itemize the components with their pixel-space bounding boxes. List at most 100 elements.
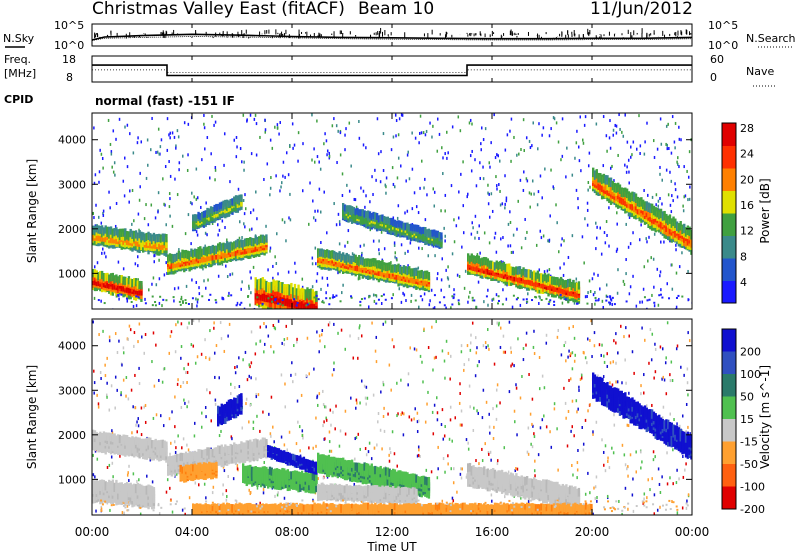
scatter-cell (405, 299, 407, 303)
scatter-cell (232, 477, 235, 481)
scatter-cell (114, 375, 117, 379)
scatter-cell (590, 319, 592, 323)
scatter-cell (687, 198, 689, 202)
heatmap-cell (108, 226, 111, 236)
scatter-cell (191, 202, 193, 206)
scatter-cell (411, 131, 413, 135)
scatter-cell (606, 352, 608, 356)
scatter-cell (284, 175, 286, 179)
scatter-cell (523, 170, 525, 174)
heatmap-cell (249, 237, 252, 246)
scatter-cell (338, 242, 341, 246)
heatmap-cell (142, 232, 145, 241)
ground-scatter-cell (230, 294, 233, 297)
scatter-cell (683, 165, 685, 169)
scatter-cell (360, 334, 363, 338)
ground-scatter-cell (191, 297, 194, 300)
scatter-cell (302, 142, 304, 146)
heatmap-cell (658, 209, 661, 220)
scatter-cell (490, 493, 493, 497)
scatter-cell (470, 232, 473, 236)
heatmap-cell (181, 249, 184, 258)
scatter-cell (557, 328, 560, 332)
heatmap-cell (218, 246, 222, 255)
scatter-cell (290, 373, 292, 377)
scatter-cell (469, 118, 472, 122)
scatter-cell (373, 299, 376, 303)
scatter-cell (180, 295, 183, 299)
scatter-cell (595, 221, 597, 225)
scatter-cell (681, 506, 684, 510)
scatter-cell (355, 398, 358, 402)
heatmap-cell (145, 232, 148, 242)
scatter-cell (184, 232, 187, 236)
scatter-cell (496, 153, 498, 157)
heatmap-cell (409, 268, 413, 277)
scatter-cell (440, 209, 442, 213)
ground-scatter-cell (154, 304, 157, 307)
scatter-cell (326, 153, 328, 157)
scatter-cell (661, 202, 663, 206)
heatmap-cell (242, 240, 245, 249)
scatter-cell (647, 259, 649, 263)
scatter-cell (272, 264, 274, 268)
scatter-cell (364, 447, 367, 451)
scatter-cell (490, 192, 493, 196)
scatter-cell (363, 243, 365, 247)
heatmap-cell (688, 226, 691, 237)
scatter-cell (683, 373, 685, 377)
scatter-cell (410, 299, 412, 303)
scatter-cell (269, 186, 272, 190)
scatter-cell (540, 236, 543, 240)
heatmap-cell (411, 224, 415, 232)
scatter-cell (427, 346, 430, 350)
heatmap-cell (558, 278, 561, 287)
scatter-cell (657, 204, 659, 208)
scatter-cell (569, 377, 572, 381)
scatter-cell (196, 304, 198, 308)
scatter-cell (669, 203, 672, 207)
heatmap-cell (190, 248, 193, 257)
scatter-cell (214, 178, 216, 182)
scatter-cell (313, 147, 315, 151)
scatter-cell (186, 326, 189, 330)
scatter-cell (203, 126, 206, 130)
scatter-cell (365, 385, 368, 389)
scatter-cell (444, 424, 446, 428)
heatmap-cell (367, 258, 370, 267)
scatter-cell (102, 213, 105, 217)
scatter-cell (676, 344, 679, 348)
scatter-cell (584, 492, 587, 496)
scatter-cell (284, 405, 287, 409)
scatter-cell (236, 464, 239, 468)
scatter-cell (246, 119, 248, 123)
noise-right-label: N.Search (746, 32, 796, 45)
scatter-cell (335, 223, 338, 227)
heatmap-cell (240, 194, 243, 202)
heatmap-cell (200, 260, 204, 269)
scatter-cell (118, 297, 120, 301)
scatter-cell (686, 499, 688, 503)
scatter-cell (579, 377, 582, 381)
scatter-cell (401, 411, 404, 415)
heatmap-cell (220, 243, 223, 252)
scatter-cell (314, 246, 317, 250)
scatter-cell (653, 232, 656, 236)
heatmap-cell (100, 270, 104, 280)
scatter-cell (115, 137, 117, 141)
scatter-cell (446, 130, 448, 134)
scatter-cell (416, 454, 419, 458)
scatter-cell (265, 325, 267, 329)
scatter-cell (519, 303, 522, 307)
heatmap-cell (668, 219, 672, 229)
heatmap-cell (143, 233, 147, 242)
scatter-cell (190, 343, 193, 347)
heatmap-cell (372, 257, 375, 267)
scatter-cell (674, 146, 676, 150)
scatter-cell (589, 290, 592, 294)
scatter-cell (162, 424, 165, 428)
scatter-cell (627, 465, 629, 469)
heatmap-cell (99, 225, 102, 235)
scatter-cell (469, 348, 472, 352)
scatter-cell (531, 397, 534, 401)
